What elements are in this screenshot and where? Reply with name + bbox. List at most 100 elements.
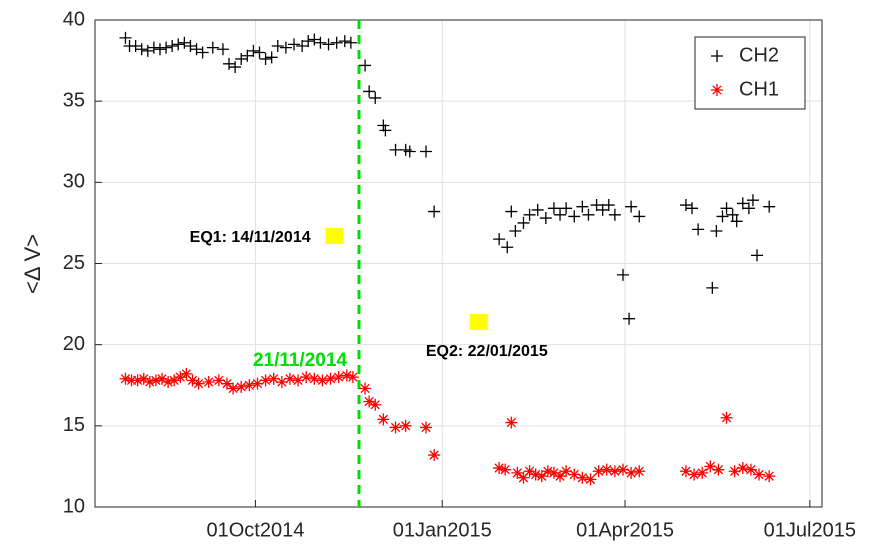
data-point [763, 470, 776, 483]
data-point [279, 41, 292, 54]
data-point [736, 197, 749, 210]
data-point [363, 395, 376, 408]
data-point [369, 91, 382, 104]
data-point [554, 470, 567, 483]
data-point [523, 208, 536, 221]
data-point [501, 241, 514, 254]
data-point [359, 59, 372, 72]
data-point [625, 200, 638, 213]
data-point [168, 374, 181, 387]
data-point [296, 39, 309, 52]
event-marker [325, 227, 344, 244]
data-point [206, 41, 219, 54]
data-point [493, 233, 506, 246]
data-point [716, 210, 729, 223]
data-point [539, 212, 552, 225]
data-point [582, 208, 595, 221]
data-point [751, 249, 764, 262]
data-point [332, 371, 345, 384]
data-point [505, 205, 518, 218]
data-point [141, 44, 154, 57]
data-point [420, 145, 433, 158]
data-point [736, 462, 749, 475]
y-tick-label: 15 [63, 414, 85, 436]
data-point [592, 465, 605, 478]
data-point [202, 376, 215, 389]
data-point [129, 39, 142, 52]
data-point [308, 33, 321, 46]
data-point [712, 463, 725, 476]
data-point [253, 46, 266, 59]
data-point [330, 36, 343, 49]
data-point [706, 281, 719, 294]
data-point [235, 380, 248, 393]
data-point [517, 216, 530, 229]
data-point [275, 376, 288, 389]
data-point [192, 377, 205, 390]
data-point [259, 374, 272, 387]
data-point [744, 463, 757, 476]
data-point [710, 225, 723, 238]
legend-label: CH1 [739, 78, 779, 100]
data-point [135, 43, 148, 56]
data-point [554, 208, 567, 221]
data-point [308, 372, 321, 385]
data-point [493, 462, 506, 475]
data-point [763, 200, 776, 213]
data-point [223, 57, 236, 70]
data-point [523, 465, 536, 478]
data-point [625, 466, 638, 479]
data-point [178, 36, 191, 49]
data-point [316, 374, 329, 387]
event-marker [469, 313, 488, 330]
data-point [720, 411, 733, 424]
data-point [600, 463, 613, 476]
data-point [590, 199, 603, 212]
data-point [568, 468, 581, 481]
data-point [143, 376, 156, 389]
data-point [271, 39, 284, 52]
data-point [338, 35, 351, 48]
data-point [119, 372, 132, 385]
data-point [243, 379, 256, 392]
data-point [529, 468, 542, 481]
data-point [288, 38, 301, 51]
data-point [704, 460, 717, 473]
data-point [292, 374, 305, 387]
data-point [119, 31, 132, 44]
x-tick-label: 01Jan2015 [393, 519, 492, 541]
data-point [696, 466, 709, 479]
data-point [547, 466, 560, 479]
data-point [180, 367, 193, 380]
data-point [302, 35, 315, 48]
data-point [153, 43, 166, 56]
data-point [428, 449, 441, 462]
data-point [156, 372, 169, 385]
data-point [300, 371, 313, 384]
data-point [359, 382, 372, 395]
data-point [608, 208, 621, 221]
data-point [160, 41, 173, 54]
data-point [576, 200, 589, 213]
data-point [403, 145, 416, 158]
data-point [265, 51, 278, 64]
data-point [379, 124, 392, 137]
data-point [746, 194, 759, 207]
data-point [633, 465, 646, 478]
y-tick-label: 20 [63, 333, 85, 355]
data-point [505, 416, 518, 429]
data-point [190, 43, 203, 56]
data-point [149, 374, 162, 387]
legend-marker [711, 84, 723, 96]
data-point [608, 465, 621, 478]
y-tick-label: 35 [63, 89, 85, 111]
data-point [428, 205, 441, 218]
data-point [616, 268, 629, 281]
data-point [576, 471, 589, 484]
y-tick-label: 25 [63, 252, 85, 274]
y-tick-label: 10 [63, 495, 85, 517]
data-point [216, 43, 229, 56]
data-point [517, 471, 530, 484]
data-point [340, 369, 353, 382]
